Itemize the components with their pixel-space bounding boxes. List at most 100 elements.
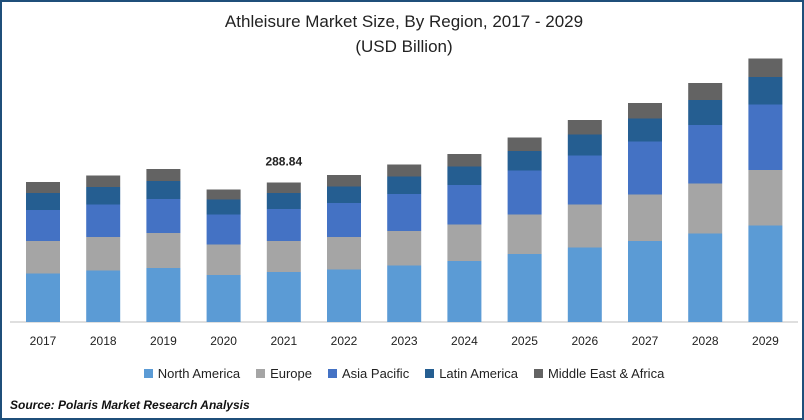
bar-segment-2020-asia-pacific xyxy=(206,214,241,245)
data-label-2021: 288.84 xyxy=(265,155,302,169)
bar-segment-2020-middle-east-africa xyxy=(206,189,241,200)
x-tick-label-2019: 2019 xyxy=(150,334,177,348)
bar-segment-2018-asia-pacific xyxy=(86,204,121,237)
bar-segment-2021-north-america xyxy=(266,272,301,322)
bar-segment-2022-middle-east-africa xyxy=(327,175,361,187)
bar-segment-2020-latin-america xyxy=(206,199,241,215)
x-tick-label-2026: 2026 xyxy=(571,334,598,348)
bar-segment-2028-europe xyxy=(688,183,723,234)
x-tick-label-2017: 2017 xyxy=(30,334,57,348)
bar-segment-2019-middle-east-africa xyxy=(146,169,181,181)
bar-segment-2019-latin-america xyxy=(146,181,181,199)
x-tick-label-2018: 2018 xyxy=(90,334,117,348)
bar-segment-2023-north-america xyxy=(387,265,422,322)
legend-swatch-europe xyxy=(256,369,266,378)
bar-segment-2025-middle-east-africa xyxy=(507,137,542,151)
bar-segment-2026-latin-america xyxy=(567,134,602,156)
legend-item-europe: Europe xyxy=(256,366,312,381)
bar-segment-2021-europe xyxy=(266,241,301,272)
legend-swatch-asia-pacific xyxy=(328,369,337,378)
legend-item-asia-pacific: Asia Pacific xyxy=(328,366,409,381)
bar-segment-2028-asia-pacific xyxy=(688,125,723,184)
bar-segment-2019-europe xyxy=(146,233,181,268)
legend-label-latin-america: Latin America xyxy=(439,366,518,381)
bar-segment-2018-middle-east-africa xyxy=(86,175,121,187)
x-tick-label-2029: 2029 xyxy=(752,334,779,348)
bar-segment-2023-europe xyxy=(387,231,422,266)
legend-label-asia-pacific: Asia Pacific xyxy=(342,366,410,381)
bar-segment-2029-middle-east-africa xyxy=(748,58,783,77)
bar-segment-2023-latin-america xyxy=(387,176,422,194)
bar-segment-2026-middle-east-africa xyxy=(567,120,602,135)
x-tick-label-2020: 2020 xyxy=(210,334,237,348)
bar-segment-2018-europe xyxy=(86,237,121,271)
bar-segment-2027-north-america xyxy=(628,241,662,322)
bar-segment-2024-north-america xyxy=(447,261,482,322)
chart-title: Athleisure Market Size, By Region, 2017 … xyxy=(224,12,584,31)
bar-segment-2024-middle-east-africa xyxy=(447,154,482,167)
bar-segment-2029-europe xyxy=(748,170,783,226)
bar-segment-2021-latin-america xyxy=(266,193,301,209)
bar-segment-2020-north-america xyxy=(206,275,241,322)
bar-segment-2022-latin-america xyxy=(327,186,361,203)
x-tick-label-2024: 2024 xyxy=(451,334,478,348)
bar-segment-2026-north-america xyxy=(567,247,602,322)
legend-item-middle-east-africa: Middle East & Africa xyxy=(533,366,665,381)
bar-segment-2020-europe xyxy=(206,244,241,275)
bar-segment-2017-middle-east-africa xyxy=(26,182,60,193)
source-note: Source: Polaris Market Research Analysis xyxy=(10,398,250,412)
bar-segment-2026-europe xyxy=(567,204,602,248)
legend-label-north-america: North America xyxy=(157,366,241,381)
bar-segment-2029-north-america xyxy=(748,225,783,322)
bar-segment-2022-asia-pacific xyxy=(327,203,361,237)
bar-segment-2022-europe xyxy=(327,237,361,270)
bar-segment-2017-europe xyxy=(26,241,60,274)
chart-subtitle: (USD Billion) xyxy=(355,37,453,56)
bar-segment-2025-latin-america xyxy=(507,151,542,171)
bar-segment-2028-middle-east-africa xyxy=(688,83,723,100)
legend-swatch-latin-america xyxy=(425,369,435,378)
bar-segment-2027-europe xyxy=(628,194,662,241)
legend-item-north-america: North America xyxy=(143,366,241,381)
bar-segment-2019-north-america xyxy=(146,268,181,322)
bar-segment-2027-latin-america xyxy=(628,118,662,142)
x-tick-label-2021: 2021 xyxy=(270,334,297,348)
bar-segment-2025-north-america xyxy=(507,254,542,322)
bar-chart-plot: 2017 2018 2019 2020 2021 288.84 2022 2023 2024 20… xyxy=(10,58,798,348)
bar-segment-2027-asia-pacific xyxy=(628,141,662,195)
bar-segment-2018-north-america xyxy=(86,270,121,322)
bar-segment-2021-asia-pacific xyxy=(266,209,301,241)
bar-segment-2019-asia-pacific xyxy=(146,199,181,233)
bar-segment-2026-asia-pacific xyxy=(567,155,602,205)
bar-segment-2022-north-america xyxy=(327,269,361,322)
legend-item-latin-america: Latin America xyxy=(425,366,518,381)
bar-segment-2023-asia-pacific xyxy=(387,194,422,231)
bar-segment-2024-asia-pacific xyxy=(447,185,482,225)
x-tick-label-2028: 2028 xyxy=(692,334,719,348)
bar-segment-2029-asia-pacific xyxy=(748,104,783,170)
x-tick-label-2022: 2022 xyxy=(331,334,358,348)
bar-segment-2021-middle-east-africa xyxy=(266,182,301,193)
x-tick-label-2023: 2023 xyxy=(391,334,418,348)
bar-segment-2017-north-america xyxy=(26,273,60,322)
bar-segment-2017-latin-america xyxy=(26,193,60,210)
bar-segment-2024-europe xyxy=(447,224,482,261)
legend-swatch-middle-east-africa xyxy=(533,369,543,378)
bar-segment-2028-north-america xyxy=(688,233,723,322)
bar-segment-2018-latin-america xyxy=(86,187,121,205)
bar-segment-2029-latin-america xyxy=(748,77,783,105)
bar-segment-2025-europe xyxy=(507,214,542,254)
bar-segment-2023-middle-east-africa xyxy=(387,164,422,177)
bar-segment-2028-latin-america xyxy=(688,100,723,125)
x-tick-label-2025: 2025 xyxy=(511,334,538,348)
legend-label-middle-east-africa: Middle East & Africa xyxy=(547,366,665,381)
bar-segment-2025-asia-pacific xyxy=(507,170,542,215)
legend-swatch-north-america xyxy=(143,369,153,378)
bar-segment-2027-middle-east-africa xyxy=(628,103,662,119)
chart-legend: North America Europe Asia Pacific Latin Ame… xyxy=(2,366,804,381)
bar-segment-2017-asia-pacific xyxy=(26,210,60,241)
x-tick-label-2027: 2027 xyxy=(632,334,659,348)
bar-segment-2024-latin-america xyxy=(447,166,482,185)
legend-label-europe: Europe xyxy=(270,366,312,381)
